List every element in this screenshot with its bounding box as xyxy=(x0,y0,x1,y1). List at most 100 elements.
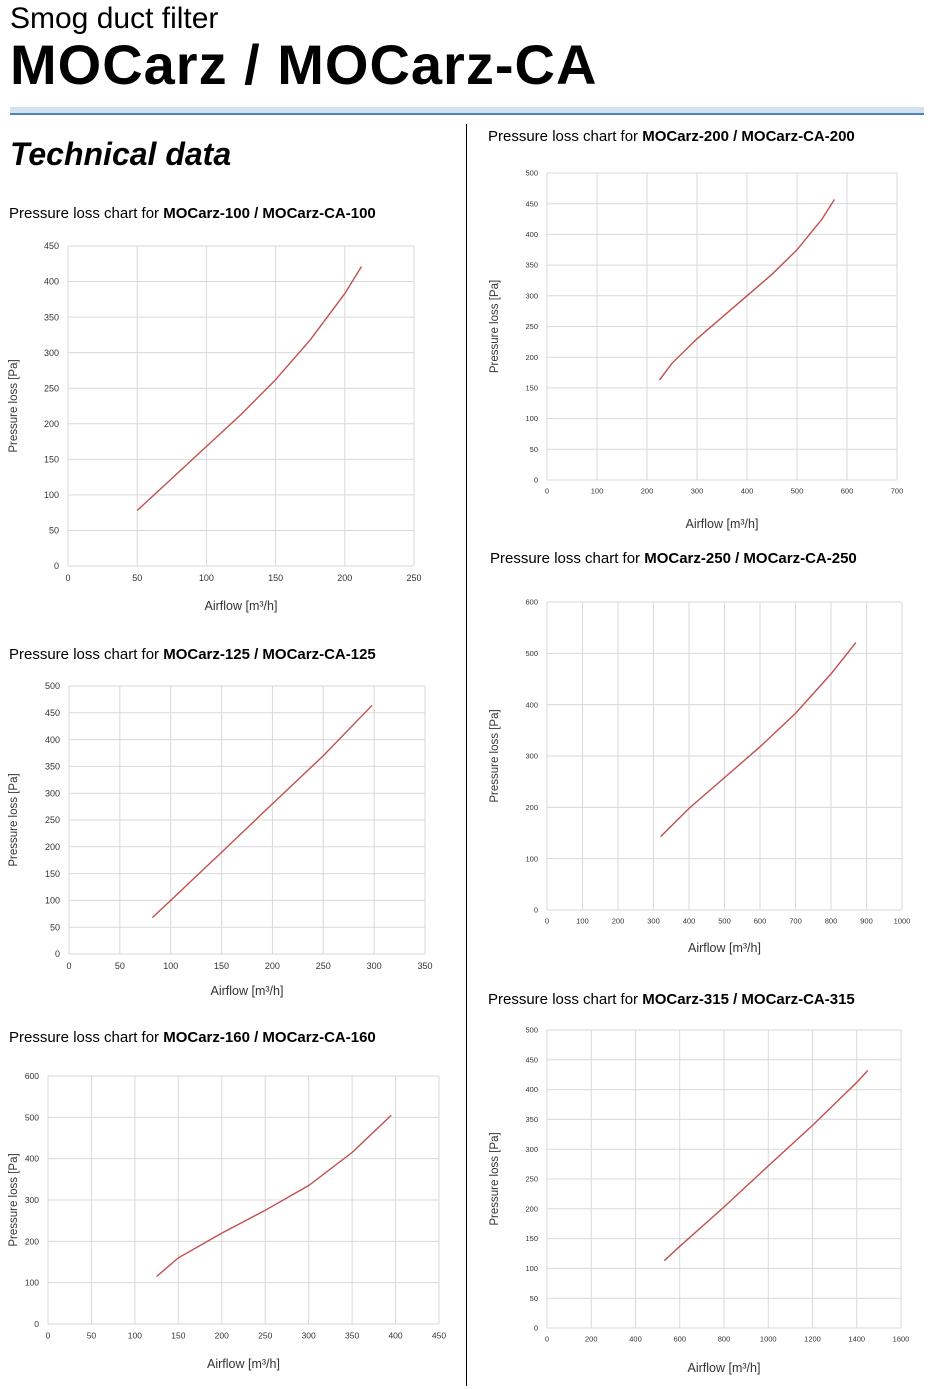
chart-title-model: MOCarz-160 / MOCarz-CA-160 xyxy=(163,1029,376,1046)
x-tick-label: 200 xyxy=(337,573,352,583)
x-tick-label: 1600 xyxy=(893,1335,910,1344)
x-tick-label: 1000 xyxy=(894,917,911,926)
y-axis-label: Pressure loss [Pa] xyxy=(8,1153,20,1246)
y-tick-label: 0 xyxy=(534,906,538,915)
x-tick-label: 200 xyxy=(641,487,654,496)
y-tick-label: 600 xyxy=(525,598,538,607)
y-tick-label: 50 xyxy=(530,445,538,454)
x-tick-label: 700 xyxy=(789,917,802,926)
x-tick-label: 100 xyxy=(591,487,604,496)
pressure-loss-chart-200: 0 100 200 300 400 500 600 700 0 50 100 150 200 250 300… xyxy=(489,169,903,531)
x-tick-label: 0 xyxy=(66,961,71,971)
y-tick-label: 200 xyxy=(525,803,538,812)
chart-title-prefix: Pressure loss chart for xyxy=(9,205,164,222)
x-tick-label: 300 xyxy=(691,487,704,496)
x-tick-label: 600 xyxy=(673,1335,686,1344)
x-tick-label: 300 xyxy=(647,917,660,926)
y-tick-label: 0 xyxy=(55,949,60,959)
y-tick-label: 500 xyxy=(525,169,538,178)
x-tick-label: 0 xyxy=(545,487,549,496)
chart-title-315: Pressure loss chart for MOCarz-315 / MOC… xyxy=(488,991,855,1008)
x-tick-label: 900 xyxy=(860,917,873,926)
x-tick-label: 250 xyxy=(406,573,421,583)
x-tick-label: 0 xyxy=(545,1335,549,1344)
pressure-loss-chart-160: 0 50 100 150 200 250 300 350 400 450 0 100 200 300 400… xyxy=(8,1071,446,1371)
y-tick-label: 0 xyxy=(34,1319,39,1329)
series-line xyxy=(151,704,373,919)
y-tick-label: 100 xyxy=(44,490,59,500)
x-tick-label: 100 xyxy=(163,961,178,971)
y-tick-label: 300 xyxy=(525,752,538,761)
y-tick-label: 50 xyxy=(49,526,59,536)
y-axis-label: Pressure loss [Pa] xyxy=(489,1132,501,1225)
x-tick-label: 400 xyxy=(683,917,696,926)
x-tick-label: 250 xyxy=(258,1331,272,1341)
y-tick-label: 250 xyxy=(44,383,59,393)
chart-title-model: MOCarz-125 / MOCarz-CA-125 xyxy=(163,646,376,663)
y-tick-label: 500 xyxy=(525,649,538,658)
chart-title-prefix: Pressure loss chart for xyxy=(9,646,164,663)
y-tick-label: 0 xyxy=(54,561,59,571)
y-tick-label: 150 xyxy=(525,1234,538,1243)
y-tick-label: 150 xyxy=(45,869,60,879)
x-tick-label: 450 xyxy=(432,1331,446,1341)
y-tick-label: 0 xyxy=(534,476,538,485)
y-tick-label: 300 xyxy=(45,788,60,798)
chart-title-prefix: Pressure loss chart for xyxy=(490,550,645,567)
y-tick-label: 150 xyxy=(44,454,59,464)
y-tick-label: 450 xyxy=(44,241,59,251)
x-tick-label: 50 xyxy=(87,1331,97,1341)
y-tick-label: 50 xyxy=(50,922,60,932)
x-tick-label: 1000 xyxy=(760,1335,777,1344)
x-tick-label: 400 xyxy=(629,1335,642,1344)
y-tick-label: 450 xyxy=(525,1055,538,1064)
series-line xyxy=(658,199,836,381)
x-tick-label: 800 xyxy=(825,917,838,926)
y-axis-label: Pressure loss [Pa] xyxy=(8,359,20,452)
x-tick-label: 500 xyxy=(791,487,804,496)
x-tick-label: 150 xyxy=(268,573,283,583)
chart-title-125: Pressure loss chart for MOCarz-125 / MOC… xyxy=(9,646,376,663)
y-tick-label: 400 xyxy=(525,230,538,239)
y-tick-label: 300 xyxy=(25,1195,39,1205)
y-tick-label: 350 xyxy=(525,261,538,270)
y-tick-label: 0 xyxy=(534,1324,538,1333)
y-tick-label: 100 xyxy=(525,854,538,863)
y-tick-label: 450 xyxy=(45,708,60,718)
y-tick-label: 100 xyxy=(25,1278,39,1288)
y-tick-label: 300 xyxy=(525,291,538,300)
x-tick-label: 50 xyxy=(115,961,125,971)
y-tick-label: 500 xyxy=(25,1112,39,1122)
x-tick-label: 250 xyxy=(316,961,331,971)
y-tick-label: 50 xyxy=(530,1294,538,1303)
x-tick-label: 100 xyxy=(128,1331,142,1341)
x-tick-label: 300 xyxy=(367,961,382,971)
y-tick-label: 400 xyxy=(45,735,60,745)
series-line xyxy=(663,1070,869,1262)
x-tick-label: 400 xyxy=(388,1331,402,1341)
x-tick-label: 600 xyxy=(754,917,767,926)
y-tick-label: 100 xyxy=(525,414,538,423)
document-subtitle: Smog duct filter xyxy=(10,2,219,35)
x-tick-label: 350 xyxy=(345,1331,359,1341)
y-tick-label: 200 xyxy=(45,842,60,852)
x-tick-label: 0 xyxy=(65,573,70,583)
x-tick-label: 200 xyxy=(265,961,280,971)
x-tick-label: 1400 xyxy=(848,1335,865,1344)
x-tick-label: 350 xyxy=(417,961,432,971)
pressure-loss-chart-125: 0 50 100 150 200 250 300 350 0 50 100 150 200 250 300 3… xyxy=(8,681,433,998)
chart-title-model: MOCarz-315 / MOCarz-CA-315 xyxy=(642,991,855,1008)
y-tick-label: 350 xyxy=(45,762,60,772)
chart-title-model: MOCarz-250 / MOCarz-CA-250 xyxy=(644,550,857,567)
x-tick-label: 0 xyxy=(46,1331,51,1341)
y-tick-label: 350 xyxy=(44,312,59,322)
column-divider xyxy=(466,124,467,1386)
y-tick-label: 250 xyxy=(525,322,538,331)
y-tick-label: 200 xyxy=(25,1236,39,1246)
x-tick-label: 0 xyxy=(545,917,549,926)
series-line xyxy=(156,1114,392,1278)
chart-title-250: Pressure loss chart for MOCarz-250 / MOC… xyxy=(490,550,857,567)
y-axis-label: Pressure loss [Pa] xyxy=(489,709,501,802)
chart-title-200: Pressure loss chart for MOCarz-200 / MOC… xyxy=(488,128,855,145)
x-tick-label: 1200 xyxy=(804,1335,821,1344)
